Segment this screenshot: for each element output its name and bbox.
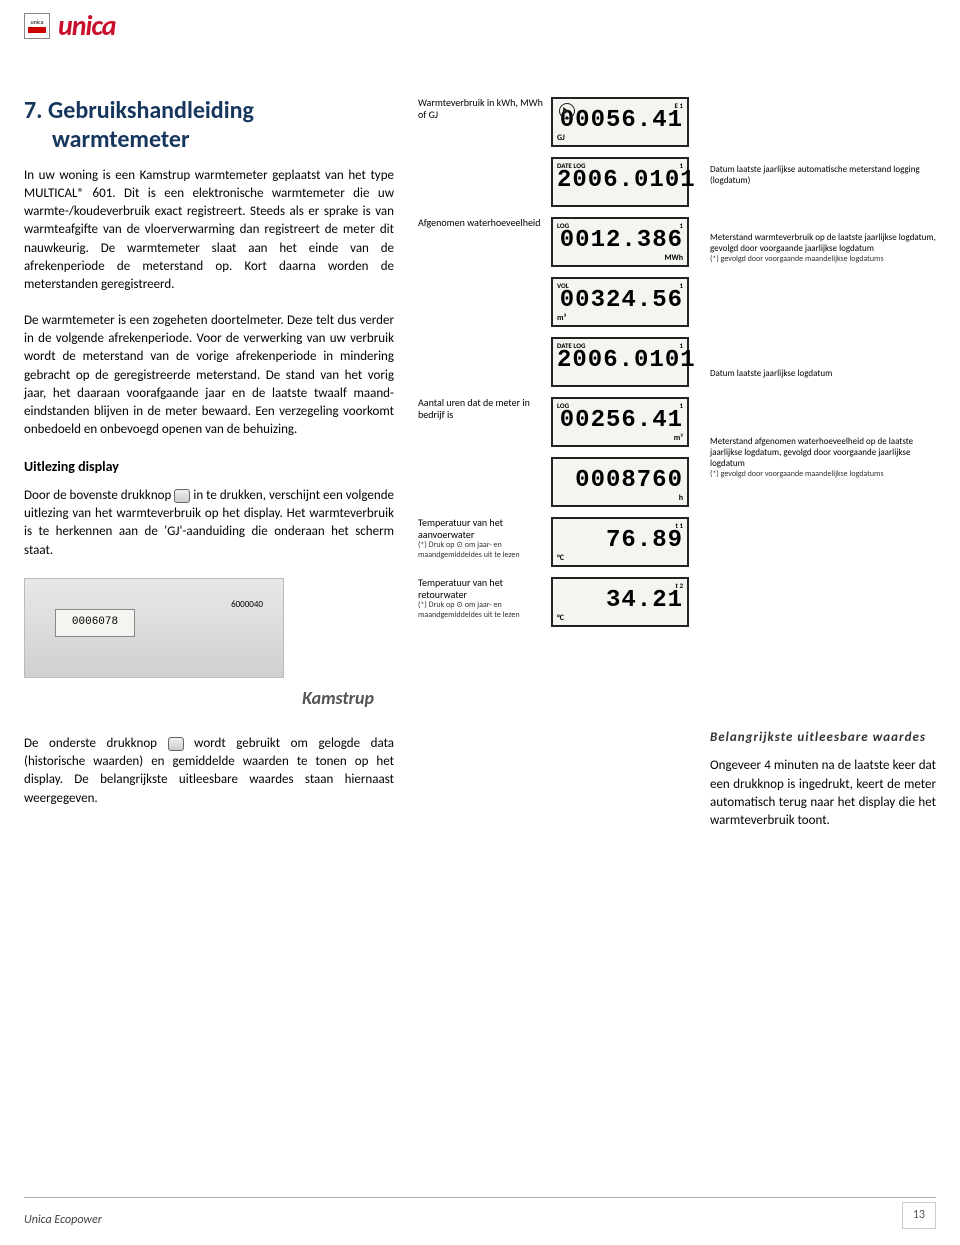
lcd-display: DATE LOG12006.0101 xyxy=(551,337,689,387)
display-row: Temperatuur van het aanvoerwater(*) Druk… xyxy=(418,517,698,567)
display-right-label xyxy=(710,573,936,633)
brand-name: unica xyxy=(58,6,116,45)
lcd-display: VOL100324.56m³ xyxy=(551,277,689,327)
lcd-display: LOG10012.386MWh xyxy=(551,217,689,267)
page-footer: Unica Ecopower 13 xyxy=(24,1197,936,1229)
footer-title: Unica Ecopower xyxy=(24,1212,102,1229)
readable-values-heading: Belangrijkste uitleesbare waardes xyxy=(710,729,936,747)
auto-return-paragraph: Ongeveer 4 minuten na de laatste keer da… xyxy=(710,757,936,830)
intro-paragraph-1: In uw woning is een Kamstrup warmtemeter… xyxy=(24,167,394,294)
logo-icon: unica xyxy=(24,13,50,39)
display-row: DATE LOG12006.0101 xyxy=(418,337,698,387)
display-left-label: Temperatuur van het aanvoerwater(*) Druk… xyxy=(418,517,543,560)
display-row: Temperatuur van het retourwater(*) Druk … xyxy=(418,577,698,627)
display-right-label xyxy=(710,641,936,701)
lcd-display: E 100056.41GJ xyxy=(551,97,689,147)
display-left-label: Aantal uren dat de meter in bedrijf is xyxy=(418,397,543,421)
display-row: VOL100324.56m³ xyxy=(418,277,698,327)
kamstrup-logo: Kamstrup xyxy=(24,686,394,711)
display-row: Aantal uren dat de meter in bedrijf is L… xyxy=(418,397,698,447)
uitlezing-paragraph: Door de bovenste drukknop in te drukken,… xyxy=(24,487,394,560)
button-bottom-icon xyxy=(168,737,184,751)
display-right-label xyxy=(710,505,936,565)
display-right-label: Meterstand afgenomen waterhoeveelheid op… xyxy=(710,437,936,497)
display-row: Afgenomen waterhoeveelheid LOG10012.386M… xyxy=(418,217,698,267)
intro-paragraph-2: De warmtemeter is een zogeheten doortelm… xyxy=(24,312,394,439)
display-left-label: Temperatuur van het retourwater(*) Druk … xyxy=(418,577,543,620)
bottom-button-paragraph: De onderste drukknop wordt gebruikt om g… xyxy=(24,735,394,808)
page-title: 7. Gebruikshandleiding warmtemeter xyxy=(24,97,394,155)
page-header: unica unica xyxy=(24,0,936,49)
lcd-display: t 176.89°C xyxy=(551,517,689,567)
display-right-label xyxy=(710,97,936,157)
display-row: DATE LOG12006.0101 xyxy=(418,157,698,207)
meter-device-photo: 0006078 6000040 xyxy=(24,578,284,678)
display-row: Warmteverbruik in kWh, MWh of GJ E 100056… xyxy=(418,97,698,147)
display-right-label: Datum laatste jaarlijkse automatische me… xyxy=(710,165,936,225)
lcd-display: t 234.21°C xyxy=(551,577,689,627)
subheading-uitlezing: Uitlezing display xyxy=(24,457,394,477)
display-right-label xyxy=(710,301,936,361)
page-number: 13 xyxy=(902,1202,936,1229)
display-right-label: Datum laatste jaarlijkse logdatum xyxy=(710,369,936,429)
display-right-label: Meterstand warmteverbruik op de laatste … xyxy=(710,233,936,293)
lcd-display: 0008760h xyxy=(551,457,689,507)
button-top-icon xyxy=(174,489,190,503)
display-row: 0008760h xyxy=(418,457,698,507)
lcd-display: DATE LOG12006.0101 xyxy=(551,157,689,207)
display-left-label: Warmteverbruik in kWh, MWh of GJ xyxy=(418,97,543,121)
display-left-label: Afgenomen waterhoeveelheid xyxy=(418,217,543,229)
lcd-display: LOG100256.41m³ xyxy=(551,397,689,447)
